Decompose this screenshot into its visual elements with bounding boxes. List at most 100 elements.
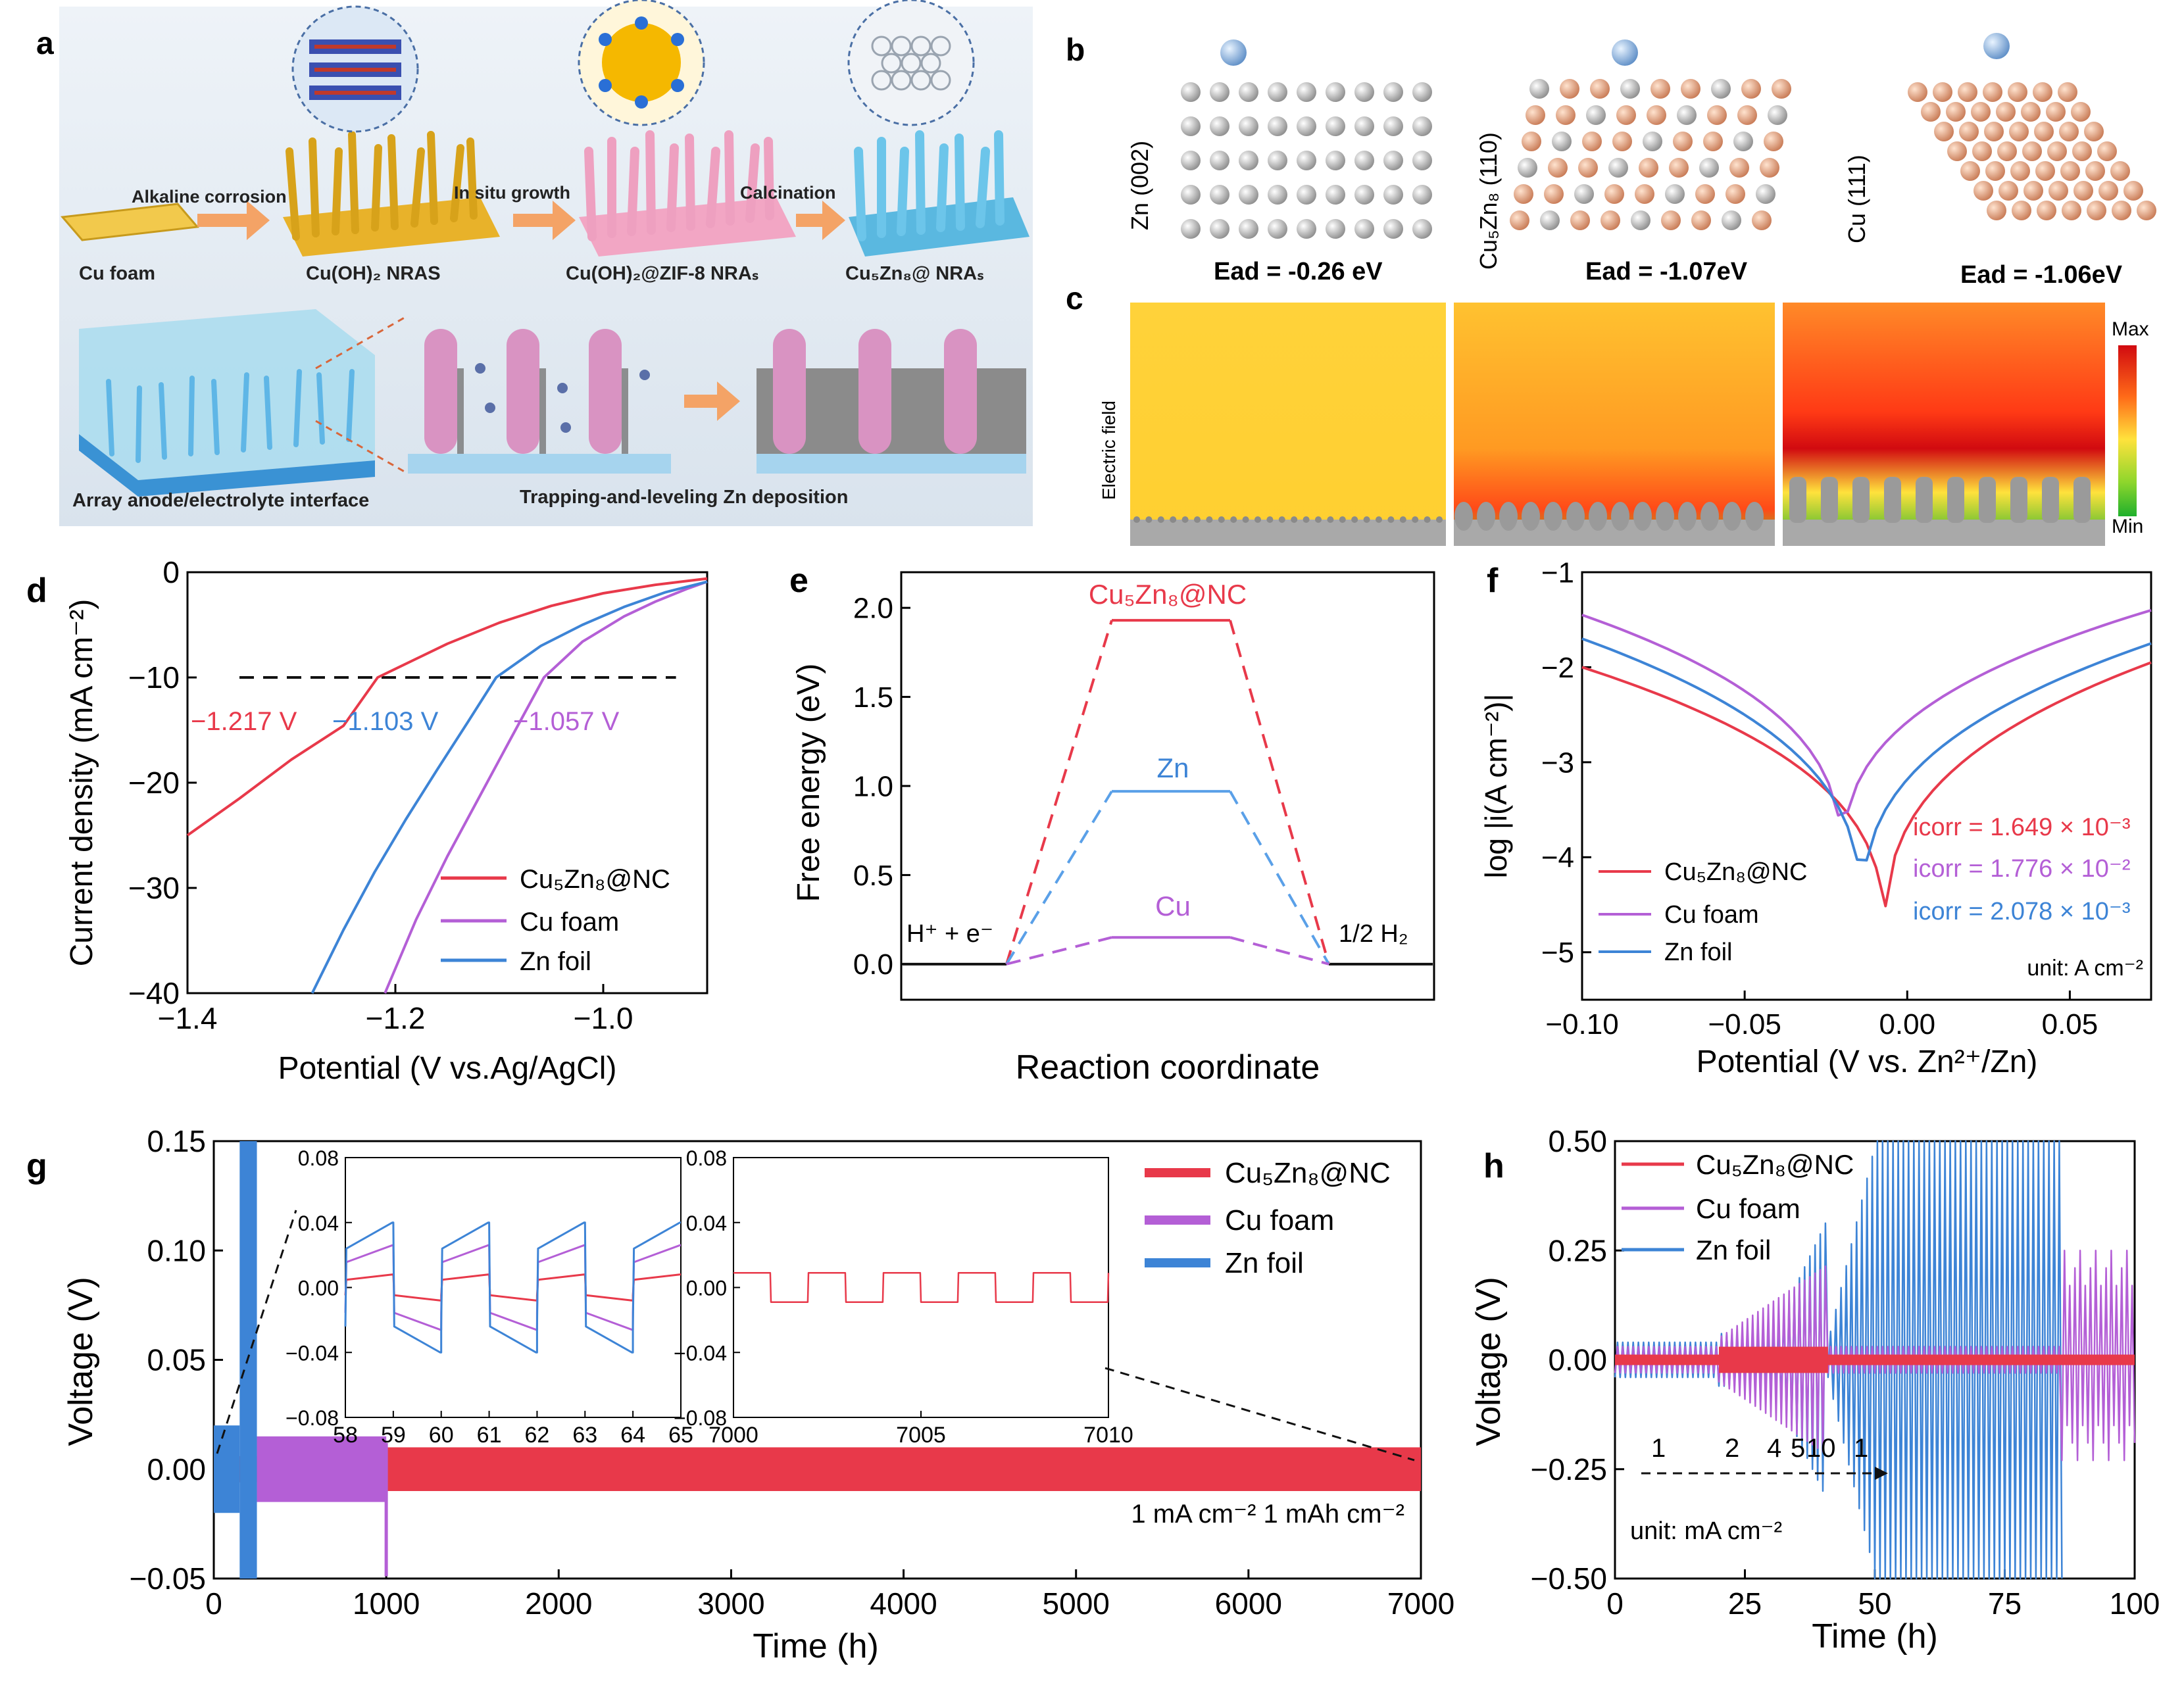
field-bump-cu bbox=[2073, 477, 2091, 523]
atom-sphere bbox=[1354, 151, 1374, 170]
panel-letter-d: d bbox=[26, 572, 47, 610]
atom-sphere bbox=[2062, 201, 2081, 220]
d-y-tick-label: 0 bbox=[162, 555, 180, 589]
adatom-zn-sphere bbox=[1220, 39, 1247, 66]
field-bump-cu bbox=[1789, 477, 1806, 523]
g-band-znfoil bbox=[214, 1425, 240, 1513]
atom-sphere bbox=[2012, 201, 2031, 220]
g-inset1-xtick-label: 63 bbox=[572, 1423, 597, 1448]
atom-sphere bbox=[2071, 102, 2091, 122]
g-inset1-xtick-label: 64 bbox=[620, 1423, 645, 1448]
atom-sphere bbox=[1181, 151, 1201, 170]
atom-sphere bbox=[1412, 116, 1432, 136]
atom-sphere bbox=[1210, 185, 1229, 205]
field-bump-zn bbox=[1376, 516, 1382, 523]
e-y-tick-label: 2.0 bbox=[853, 593, 893, 625]
e-connector-left-1 bbox=[1005, 791, 1113, 965]
atom-sphere bbox=[1181, 116, 1201, 136]
ead-cu: Ead = -1.06eV bbox=[1960, 261, 2123, 289]
field-bump-zn bbox=[1157, 516, 1164, 523]
atom-sphere bbox=[1612, 132, 1632, 151]
atom-sphere bbox=[1733, 132, 1753, 151]
f-y-tick-label: −3 bbox=[1541, 747, 1574, 779]
atom-sphere bbox=[1548, 158, 1568, 178]
f-legend-cu: Cu foam bbox=[1664, 901, 1759, 929]
atom-sphere bbox=[1526, 105, 1545, 125]
d-series-1 bbox=[384, 580, 708, 994]
field-bump-zn bbox=[1170, 516, 1177, 523]
field-bump-cuzn bbox=[1745, 502, 1764, 531]
color-scale-bar bbox=[2118, 345, 2137, 516]
atom-sphere bbox=[1631, 210, 1650, 230]
f-legend-cuzn: Cu₅Zn₈@NC bbox=[1664, 858, 1807, 886]
zif8-array bbox=[579, 130, 796, 257]
atom-sphere bbox=[1707, 105, 1727, 125]
atom-sphere bbox=[1695, 184, 1715, 204]
g-y-tick-label: 0.10 bbox=[147, 1233, 206, 1267]
field-bump-cuzn bbox=[1611, 502, 1629, 531]
e-connector-right-1 bbox=[1229, 791, 1330, 965]
atom-sphere bbox=[1268, 116, 1287, 136]
field-bump-zn bbox=[1399, 516, 1406, 523]
g-inset1-frame bbox=[345, 1157, 682, 1418]
field-bump-cu bbox=[2010, 477, 2027, 523]
atom-sphere bbox=[2008, 82, 2027, 102]
atom-sphere bbox=[2087, 201, 2106, 220]
e-y-tick-label: 0.5 bbox=[853, 860, 893, 892]
atom-sphere bbox=[1239, 219, 1258, 239]
atom-sphere bbox=[1725, 184, 1745, 204]
field-bump-zn bbox=[1387, 516, 1395, 523]
atom-sphere bbox=[1383, 82, 1403, 102]
scale-max: Max bbox=[2112, 318, 2149, 340]
h-rate-1b: 1 bbox=[1854, 1434, 1868, 1463]
atom-sphere bbox=[1297, 151, 1316, 170]
field-bump-zn bbox=[1181, 516, 1189, 523]
arrow-label-insitu: In situ growth bbox=[454, 183, 570, 203]
atom-sphere bbox=[1601, 210, 1620, 230]
e-connector-right-2 bbox=[1229, 936, 1329, 966]
atom-sphere bbox=[1947, 141, 1967, 161]
atom-sphere bbox=[1673, 132, 1693, 151]
atom-sphere bbox=[1326, 116, 1345, 136]
atom-sphere bbox=[1412, 151, 1432, 170]
atom-sphere bbox=[1560, 79, 1579, 99]
atom-sphere bbox=[1239, 82, 1258, 102]
label-trapping-leveling: Trapping-and-leveling Zn deposition bbox=[520, 487, 848, 508]
atom-sphere bbox=[1582, 132, 1602, 151]
d-y-tick-label: −20 bbox=[128, 766, 180, 800]
step-label-zif8: Cu(OH)₂@ZIF-8 NRAₛ bbox=[566, 263, 759, 284]
field-bump-zn bbox=[1278, 516, 1285, 523]
panel-letter-c: c bbox=[1066, 282, 1083, 316]
atom-sphere bbox=[1574, 184, 1594, 204]
atom-sphere bbox=[2059, 122, 2079, 141]
field-bump-cuzn bbox=[1589, 502, 1607, 531]
field-bump-cuzn bbox=[1544, 502, 1562, 531]
field-bump-zn bbox=[1254, 516, 1261, 523]
g-inset1-xtick-label: 59 bbox=[381, 1423, 406, 1448]
h-x-tick-label: 0 bbox=[1606, 1586, 1624, 1621]
e-label-cuzn: Cu₅Zn₈@NC bbox=[1089, 579, 1247, 610]
atom-sphere bbox=[1518, 158, 1537, 178]
field-bump-cuzn bbox=[1656, 502, 1674, 531]
e-ylabel: Free energy (eV) bbox=[791, 664, 826, 902]
atom-sphere bbox=[2021, 102, 2041, 122]
g-ylabel: Voltage (V) bbox=[62, 1277, 100, 1446]
arrow-calcination bbox=[796, 201, 845, 240]
atom-sphere bbox=[1354, 185, 1374, 205]
atom-sphere bbox=[1996, 102, 2016, 122]
d-ylabel: Current density (mA cm⁻²) bbox=[64, 599, 99, 967]
g-inset1-xtick-label: 61 bbox=[477, 1423, 502, 1448]
g-inset2-ytick-label: 0.04 bbox=[686, 1212, 727, 1235]
field-bump-zn bbox=[1363, 516, 1370, 523]
field-map-cu-substrate bbox=[1783, 520, 2105, 546]
field-map-zn bbox=[1130, 303, 1446, 546]
d-series-2 bbox=[310, 580, 708, 994]
h-legend-zn: Zn foil bbox=[1696, 1235, 1771, 1265]
h-legend-cuzn: Cu₅Zn₈@NC bbox=[1696, 1149, 1854, 1180]
e-connector-left-0 bbox=[1005, 620, 1113, 965]
f-x-tick-label: −0.10 bbox=[1545, 1008, 1618, 1041]
atom-sphere bbox=[1412, 185, 1432, 205]
zoom-circle-cuzn bbox=[847, 0, 975, 126]
f-series-0 bbox=[1581, 661, 2152, 908]
g-x-tick-label: 4000 bbox=[870, 1586, 937, 1621]
